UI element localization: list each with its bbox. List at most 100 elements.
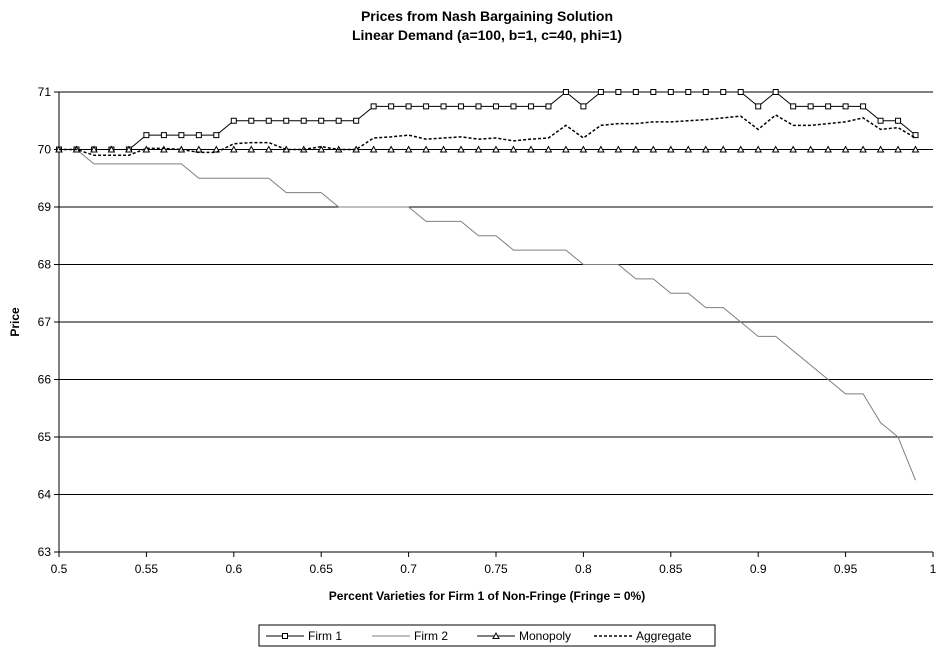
series-firm-2 [59, 149, 916, 481]
point-monopoly [492, 145, 500, 153]
x-tick-label: 0.65 [310, 562, 334, 576]
point-monopoly [404, 145, 413, 153]
chart-title: Prices from Nash Bargaining Solution [361, 8, 613, 24]
y-tick-label: 70 [38, 143, 52, 157]
legend-entry-monopoly: Monopoly [477, 629, 571, 643]
y-tick-label: 64 [38, 488, 52, 502]
legend-entry-firm-2: Firm 2 [372, 629, 448, 643]
point-monopoly [90, 145, 98, 153]
point-monopoly [841, 145, 850, 153]
point-firm-1 [667, 89, 674, 95]
point-firm-1 [807, 103, 814, 110]
point-monopoly [439, 145, 448, 153]
point-firm-1 [300, 117, 307, 124]
point-monopoly [125, 145, 133, 153]
point-monopoly [789, 145, 798, 153]
point-firm-1 [772, 89, 779, 95]
point-monopoly [649, 145, 658, 153]
x-tick-label: 0.6 [225, 562, 242, 576]
point-monopoly [317, 145, 326, 153]
point-monopoly [806, 145, 815, 153]
point-monopoly [229, 145, 238, 153]
point-monopoly [387, 145, 395, 153]
series-layer [55, 89, 920, 481]
point-monopoly [824, 145, 832, 153]
x-tick-label: 0.55 [135, 562, 159, 576]
y-axis-ticks: 63 64 65 66 67 68 69 70 71 [38, 85, 59, 559]
x-tick-label: 0.7 [400, 562, 417, 576]
y-axis-label: Price [8, 307, 22, 337]
point-firm-1 [720, 89, 727, 95]
point-firm-1 [143, 132, 150, 139]
point-monopoly [666, 145, 675, 153]
point-firm-1 [615, 89, 622, 95]
point-firm-1 [580, 103, 587, 110]
point-monopoly [544, 145, 553, 153]
y-tick-label: 66 [38, 373, 52, 387]
point-firm-1 [283, 117, 290, 124]
x-axis-label: Percent Varieties for Firm 1 of Non-Frin… [329, 589, 645, 603]
point-firm-1 [842, 103, 849, 110]
point-monopoly [701, 145, 710, 153]
point-firm-1 [597, 89, 604, 95]
x-tick-label: 0.5 [51, 562, 68, 576]
point-firm-1 [195, 132, 202, 139]
x-tick-label: 0.85 [659, 562, 683, 576]
point-firm-1 [178, 132, 185, 139]
point-firm-1 [405, 103, 412, 110]
series-line-aggregate [59, 114, 916, 156]
point-firm-1 [353, 117, 360, 124]
series-line-firm-2 [59, 149, 916, 481]
point-monopoly [894, 145, 902, 153]
legend-marker-monopoly [492, 631, 500, 639]
point-monopoly [614, 145, 623, 153]
x-tick-label: 0.75 [484, 562, 508, 576]
point-firm-1 [510, 103, 517, 110]
legend: Firm 1 Firm 2 Monopoly Aggregate [258, 624, 716, 647]
legend-entry-firm-1: Firm 1 [266, 629, 342, 643]
point-firm-1 [877, 117, 884, 124]
y-tick-label: 69 [38, 200, 52, 214]
point-monopoly [247, 145, 256, 153]
legend-entry-aggregate: Aggregate [594, 629, 692, 643]
point-firm-1 [755, 103, 762, 110]
legend-marker-firm-1 [282, 633, 288, 639]
point-monopoly [107, 145, 116, 153]
point-monopoly [422, 145, 430, 153]
legend-label-firm-2: Firm 2 [414, 629, 448, 643]
point-firm-1 [562, 89, 569, 95]
point-firm-1 [493, 103, 499, 110]
x-tick-label: 1 [930, 562, 937, 576]
point-firm-1 [895, 117, 902, 124]
point-monopoly [771, 145, 780, 153]
x-tick-label: 0.9 [750, 562, 767, 576]
point-firm-1 [248, 117, 255, 124]
point-firm-1 [650, 89, 657, 95]
point-firm-1 [160, 132, 167, 139]
x-axis-ticks: 0.5 0.55 0.6 0.65 0.7 0.75 0.8 0.85 0.9 0.95 1 [51, 552, 937, 576]
point-monopoly [457, 145, 465, 153]
point-monopoly [859, 145, 867, 153]
point-firm-1 [213, 132, 220, 139]
point-monopoly [719, 145, 728, 153]
y-tick-label: 67 [38, 315, 52, 329]
point-firm-1 [545, 103, 552, 110]
point-monopoly [876, 145, 885, 153]
y-tick-label: 63 [38, 545, 52, 559]
point-monopoly [160, 145, 168, 153]
point-firm-1 [702, 89, 709, 95]
point-firm-1 [912, 132, 919, 139]
point-monopoly [684, 145, 693, 153]
point-monopoly [527, 145, 535, 153]
series-aggregate [59, 114, 916, 156]
point-firm-1 [825, 103, 832, 110]
point-firm-1 [790, 103, 797, 110]
point-firm-1 [632, 89, 639, 95]
y-tick-label: 71 [38, 85, 52, 99]
legend-label-aggregate: Aggregate [636, 629, 692, 643]
point-monopoly [579, 145, 588, 153]
series-firm-1 [56, 89, 919, 153]
point-firm-1 [388, 103, 395, 110]
point-monopoly [562, 145, 570, 153]
